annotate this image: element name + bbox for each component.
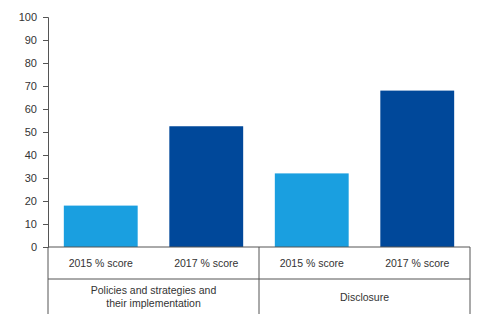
- y-tick-mark: [43, 109, 48, 110]
- y-tick: 90: [25, 34, 48, 46]
- y-tick: 0: [31, 241, 48, 253]
- category-label: Policies and strategies andtheir impleme…: [91, 284, 217, 309]
- y-tick-label: 70: [25, 80, 37, 92]
- y-tick: 30: [25, 172, 48, 184]
- y-axis-line: [43, 18, 49, 248]
- y-tick-label: 40: [25, 149, 37, 161]
- category-separator: [259, 247, 260, 314]
- y-tick: 70: [25, 80, 48, 92]
- y-tick-label: 0: [31, 241, 37, 253]
- x-labels: 2015 % score 2017 % score 2015 % score 2017…: [69, 257, 450, 309]
- series-label: 2015 % score: [280, 257, 344, 269]
- series-label: 2017 % score: [385, 257, 449, 269]
- y-tick-mark: [43, 63, 48, 64]
- y-tick: 80: [25, 57, 48, 69]
- y-tick-label: 30: [25, 172, 37, 184]
- series-label: 2015 % score: [69, 257, 133, 269]
- y-tick-label: 90: [25, 34, 37, 46]
- y-tick-label: 100: [19, 11, 37, 23]
- y-tick: 100: [19, 11, 48, 23]
- bar: [380, 91, 454, 247]
- y-tick-label: 50: [25, 126, 37, 138]
- category-label-line: Disclosure: [340, 291, 389, 303]
- y-tick-mark: [43, 247, 48, 248]
- y-tick-mark: [43, 155, 48, 156]
- y-tick: 40: [25, 149, 48, 161]
- category-label-line: their implementation: [106, 297, 201, 309]
- chart: 0 10 20 30 40 50 60 70 80 90 100 2015 % score 2017 %…: [0, 0, 480, 314]
- y-tick-label: 60: [25, 103, 37, 115]
- y-tick-mark: [43, 224, 48, 225]
- bar: [64, 206, 138, 247]
- y-axis: 0 10 20 30 40 50 60 70 80 90 100: [19, 11, 49, 253]
- y-tick-label: 10: [25, 218, 37, 230]
- y-tick-mark: [43, 86, 48, 87]
- x-axis-frame: [48, 247, 470, 314]
- category-label: Disclosure: [340, 291, 389, 303]
- y-tick: 20: [25, 195, 48, 207]
- bar: [169, 126, 243, 247]
- y-tick: 60: [25, 103, 48, 115]
- category-separator: [470, 247, 471, 314]
- category-separator: [48, 247, 49, 314]
- y-tick-mark: [43, 132, 48, 133]
- y-tick-label: 80: [25, 57, 37, 69]
- y-tick: 10: [25, 218, 48, 230]
- bar: [275, 173, 349, 247]
- series-label: 2017 % score: [174, 257, 238, 269]
- y-tick-label: 20: [25, 195, 37, 207]
- bars: [64, 91, 454, 247]
- y-tick-mark: [43, 40, 48, 41]
- y-tick-mark: [43, 201, 48, 202]
- y-tick-mark: [43, 17, 48, 18]
- y-tick-mark: [43, 178, 48, 179]
- y-tick: 50: [25, 126, 48, 138]
- category-label-line: Policies and strategies and: [91, 284, 217, 296]
